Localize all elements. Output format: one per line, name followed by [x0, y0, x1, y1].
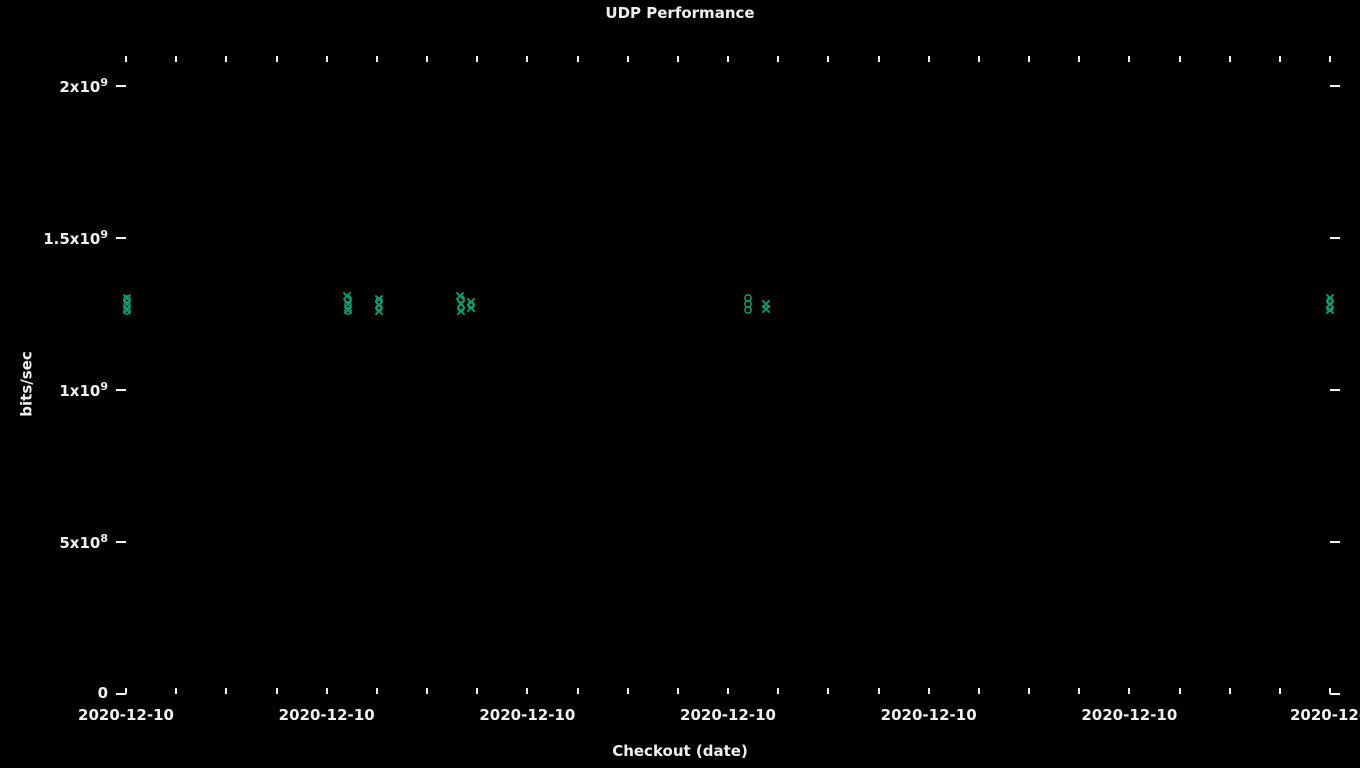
x-minor-tick [1279, 688, 1281, 694]
x-minor-tick [376, 688, 378, 694]
x-minor-tick [627, 688, 629, 694]
x-minor-tick [1179, 56, 1181, 62]
x-minor-tick [978, 688, 980, 694]
x-tick-label: 2020-12-10 [479, 706, 575, 724]
data-point-o [467, 300, 476, 309]
x-tick-label: 2020-12-10 [680, 706, 776, 724]
x-minor-tick [878, 688, 880, 694]
x-minor-tick [276, 688, 278, 694]
x-minor-tick [125, 56, 127, 62]
x-minor-tick [1078, 56, 1080, 62]
y-tick-label: 5x108 [8, 532, 108, 552]
y-tick-mark [116, 85, 126, 87]
x-minor-tick [727, 56, 729, 62]
x-minor-tick [1028, 56, 1030, 62]
x-minor-tick [426, 688, 428, 694]
data-point-x [761, 304, 770, 313]
y-tick-mark [1330, 389, 1340, 391]
x-minor-tick [1028, 688, 1030, 694]
x-axis-label: Checkout (date) [0, 742, 1360, 760]
x-minor-tick [175, 56, 177, 62]
y-tick-mark [1330, 693, 1340, 695]
y-tick-mark [1330, 541, 1340, 543]
chart-title: UDP Performance [0, 4, 1360, 22]
x-minor-tick [476, 56, 478, 62]
x-minor-tick [1229, 56, 1231, 62]
x-minor-tick [878, 56, 880, 62]
x-minor-tick [526, 688, 528, 694]
x-minor-tick [1078, 688, 1080, 694]
udp-performance-chart: UDP Performance bits/sec Checkout (date)… [0, 0, 1360, 768]
x-minor-tick [827, 688, 829, 694]
data-point-o [744, 305, 753, 314]
x-minor-tick [326, 56, 328, 62]
x-minor-tick [928, 56, 930, 62]
data-point-o [123, 306, 132, 315]
x-tick-label: 2020-12-1 [1290, 706, 1360, 724]
x-minor-tick [1128, 56, 1130, 62]
x-minor-tick [978, 56, 980, 62]
x-minor-tick [476, 688, 478, 694]
x-minor-tick [928, 688, 930, 694]
data-point-o [1326, 303, 1335, 312]
x-minor-tick [125, 688, 127, 694]
x-minor-tick [677, 56, 679, 62]
y-tick-label: 2x109 [8, 76, 108, 96]
x-minor-tick [225, 56, 227, 62]
y-tick-label: 1.5x109 [8, 228, 108, 248]
x-tick-label: 2020-12-10 [78, 706, 174, 724]
y-tick-label: 1x109 [8, 380, 108, 400]
x-minor-tick [276, 56, 278, 62]
y-tick-mark [1330, 85, 1340, 87]
x-minor-tick [426, 56, 428, 62]
x-minor-tick [1329, 56, 1331, 62]
data-point-o [457, 303, 466, 312]
x-minor-tick [376, 56, 378, 62]
y-tick-mark [1330, 237, 1340, 239]
x-minor-tick [677, 688, 679, 694]
x-minor-tick [175, 688, 177, 694]
y-tick-mark [116, 237, 126, 239]
x-minor-tick [577, 56, 579, 62]
x-minor-tick [827, 56, 829, 62]
x-minor-tick [1229, 688, 1231, 694]
x-minor-tick [727, 688, 729, 694]
data-point-o [375, 303, 384, 312]
x-minor-tick [777, 688, 779, 694]
x-minor-tick [1279, 56, 1281, 62]
y-tick-mark [116, 541, 126, 543]
x-minor-tick [577, 688, 579, 694]
x-tick-label: 2020-12-10 [279, 706, 375, 724]
data-point-o [343, 306, 352, 315]
x-tick-label: 2020-12-10 [881, 706, 977, 724]
y-tick-label: 0 [8, 684, 108, 702]
x-minor-tick [777, 56, 779, 62]
x-minor-tick [1128, 688, 1130, 694]
x-minor-tick [225, 688, 227, 694]
x-minor-tick [326, 688, 328, 694]
x-minor-tick [627, 56, 629, 62]
x-minor-tick [526, 56, 528, 62]
x-tick-label: 2020-12-10 [1081, 706, 1177, 724]
x-minor-tick [1179, 688, 1181, 694]
x-minor-tick [1329, 688, 1331, 694]
y-tick-mark [116, 389, 126, 391]
